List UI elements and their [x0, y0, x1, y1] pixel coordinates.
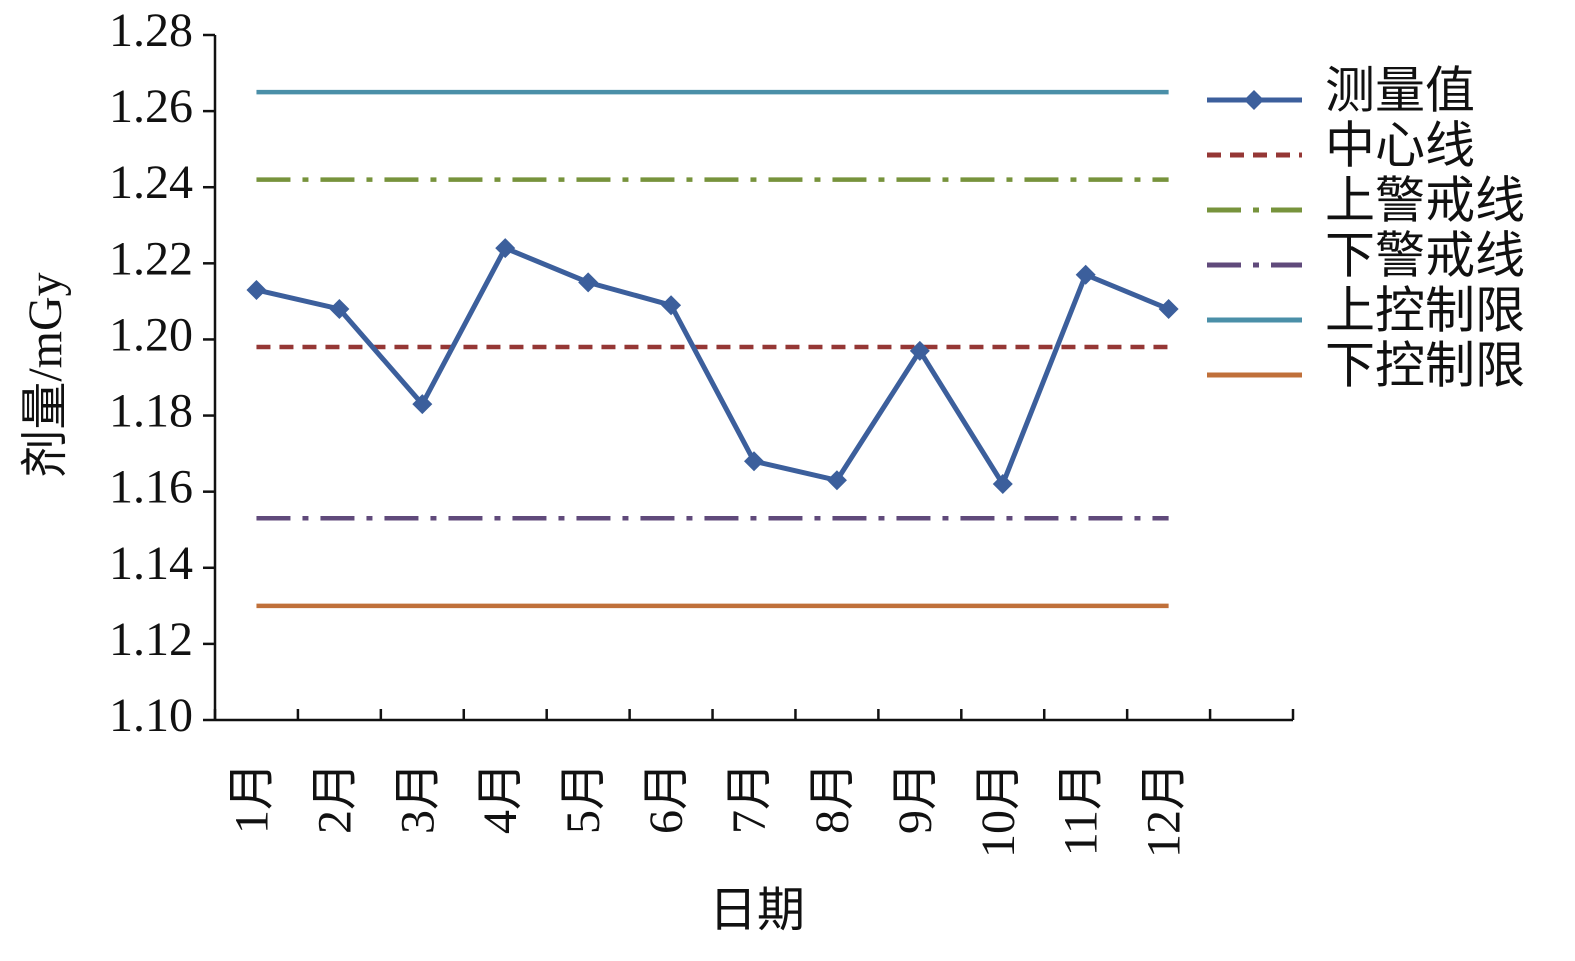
y-tick-label: 1.24 — [109, 156, 193, 209]
x-tick-label: 8月 — [806, 762, 859, 834]
legend-marker — [1244, 90, 1264, 110]
y-tick-label: 1.14 — [109, 537, 193, 590]
y-tick-label: 1.12 — [109, 613, 193, 666]
point-marker — [495, 238, 516, 259]
point-marker — [744, 451, 764, 472]
y-tick-label: 1.18 — [109, 385, 193, 438]
x-tick-label: 4月 — [474, 762, 527, 834]
point-marker — [578, 272, 599, 293]
legend-label: 上警戒线 — [1325, 172, 1525, 228]
x-tick-label: 1月 — [225, 762, 278, 834]
point-marker — [992, 474, 1013, 495]
point-marker — [1158, 299, 1179, 319]
x-tick-label: 7月 — [723, 762, 776, 834]
y-tick-label: 1.16 — [109, 461, 193, 514]
legend-label: 上控制限 — [1325, 282, 1525, 338]
point-marker — [661, 295, 682, 316]
x-axis-title: 日期 — [709, 884, 805, 937]
point-marker — [246, 279, 267, 300]
x-tick-label: 3月 — [391, 762, 444, 834]
x-tick-label: 11月 — [1055, 762, 1108, 856]
legend-label: 下控制限 — [1325, 337, 1525, 393]
point-marker — [329, 299, 350, 319]
legend-label: 下警戒线 — [1325, 227, 1525, 283]
x-tick-label: 2月 — [308, 762, 361, 834]
legend-label: 测量值 — [1325, 62, 1475, 118]
x-tick-label: 10月 — [972, 762, 1025, 858]
y-tick-label: 1.28 — [109, 4, 193, 57]
point-marker — [909, 340, 930, 361]
point-marker — [1075, 264, 1096, 285]
x-tick-label: 6月 — [640, 762, 693, 834]
x-tick-label: 9月 — [889, 762, 942, 834]
x-tick-label: 5月 — [557, 762, 610, 834]
legend-label: 中心线 — [1325, 117, 1475, 173]
y-tick-label: 1.20 — [109, 308, 193, 361]
y-tick-label: 1.26 — [109, 80, 193, 133]
y-axis-title: 剂量/mGy — [19, 272, 72, 477]
point-marker — [826, 470, 847, 491]
y-tick-label: 1.10 — [109, 689, 193, 742]
x-tick-label: 12月 — [1138, 762, 1191, 858]
y-tick-label: 1.22 — [109, 232, 193, 285]
point-marker — [412, 394, 433, 415]
series-line — [255, 244, 1170, 490]
